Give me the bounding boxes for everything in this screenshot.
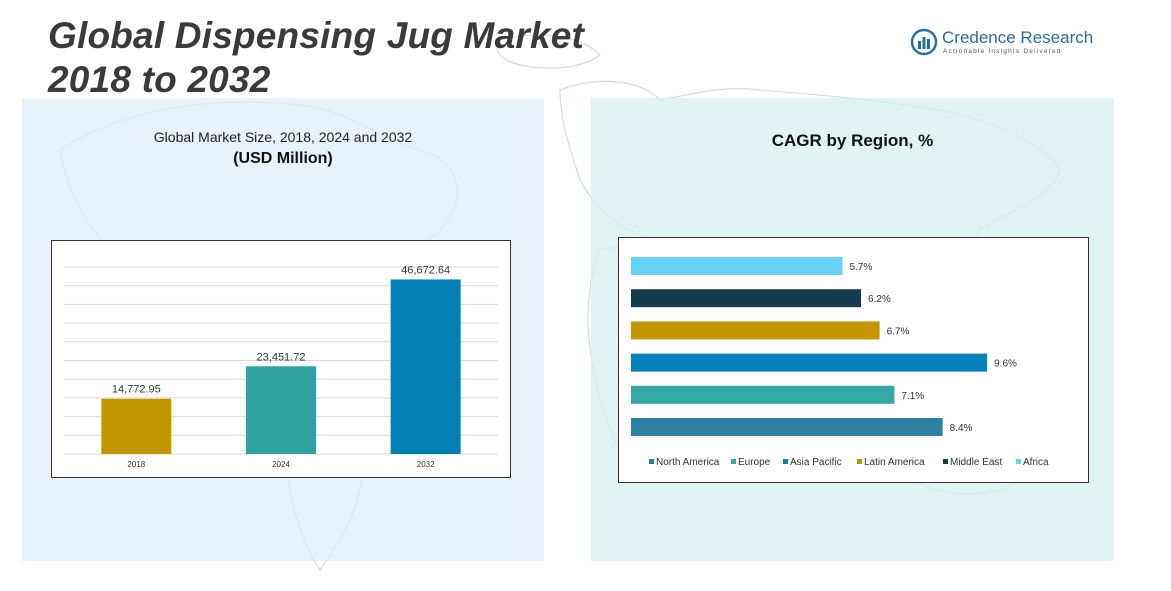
market-size-title: Global Market Size, 2018, 2024 and 2032 (153, 129, 413, 145)
bar-north-america (631, 418, 943, 436)
legend-label-europe: Europe (738, 457, 771, 468)
bar-2018 (101, 398, 172, 454)
bar-asia-pacific (631, 353, 988, 372)
cagr-title: CAGR by Region, % (771, 131, 934, 150)
credence-research-logo: Credence Research Actionable Insights De… (910, 26, 1100, 60)
cagr-chart-frame: 8.4% 7.1% 9.6% 6.7% 6.2% 5.7% North America Eur… (618, 237, 1089, 483)
cagr-horizontal-bar-chart: 8.4% 7.1% 9.6% 6.7% 6.2% 5.7% North America Eur… (631, 257, 1049, 468)
legend-label-latin-america: Latin America (864, 457, 925, 468)
logo-name: Credence Research (942, 28, 1094, 47)
bar-2032 (390, 279, 461, 454)
legend-item-north-america: North America (649, 457, 720, 468)
bar-chart-globe-icon (910, 28, 938, 56)
data-label-middle-east: 6.2% (868, 294, 891, 305)
legend-item-africa: Africa (1016, 457, 1049, 468)
legend-swatch-north-america (649, 459, 654, 464)
legend-label-middle-east: Middle East (950, 457, 1002, 468)
legend-item-asia-pacific: Asia Pacific (783, 457, 842, 468)
bar-middle-east (631, 289, 862, 308)
legend-item-europe: Europe (731, 457, 771, 468)
page-title: Global Dispensing Jug Market 2018 to 203… (48, 14, 584, 102)
data-label-latin-america: 6.7% (887, 326, 910, 337)
legend-swatch-latin-america (857, 459, 862, 464)
legend-swatch-africa (1016, 459, 1021, 464)
tick-label-2018: 2018 (127, 460, 145, 469)
legend-item-latin-america: Latin America (857, 457, 925, 468)
legend-swatch-middle-east (943, 459, 948, 464)
page-title-line1: Global Dispensing Jug Market (48, 15, 585, 56)
market-size-subtitle: (USD Million) (233, 150, 333, 167)
bar-latin-america (631, 321, 880, 340)
page-title-line2: 2018 to 2032 (48, 59, 271, 100)
legend-label-north-america: North America (656, 457, 720, 468)
bar-europe (631, 385, 895, 404)
data-label-asia-pacific: 9.6% (994, 359, 1017, 370)
legend-swatch-asia-pacific (783, 459, 788, 464)
market-size-chart-frame: 14,772.95 2018 23,451.72 2024 46,672.64 2032 (51, 240, 511, 478)
tick-label-2032: 2032 (417, 460, 435, 469)
data-label-2032: 46,672.64 (401, 264, 450, 276)
bar-2024 (246, 366, 316, 454)
legend-label-asia-pacific: Asia Pacific (790, 457, 842, 468)
logo-tagline: Actionable Insights Delivered (943, 48, 1062, 55)
tick-label-2024: 2024 (272, 460, 290, 469)
data-label-europe: 7.1% (901, 391, 924, 402)
legend-item-middle-east: Middle East (943, 457, 1002, 468)
data-label-africa: 5.7% (849, 262, 872, 273)
legend-swatch-europe (731, 459, 736, 464)
data-label-north-america: 8.4% (950, 423, 973, 434)
data-label-2024: 23,451.72 (257, 351, 306, 363)
data-label-2018: 14,772.95 (112, 384, 161, 396)
market-size-bar-chart: 14,772.95 2018 23,451.72 2024 46,672.64 2032 (64, 264, 498, 469)
bar-africa (631, 257, 843, 275)
legend-label-africa: Africa (1023, 457, 1049, 468)
